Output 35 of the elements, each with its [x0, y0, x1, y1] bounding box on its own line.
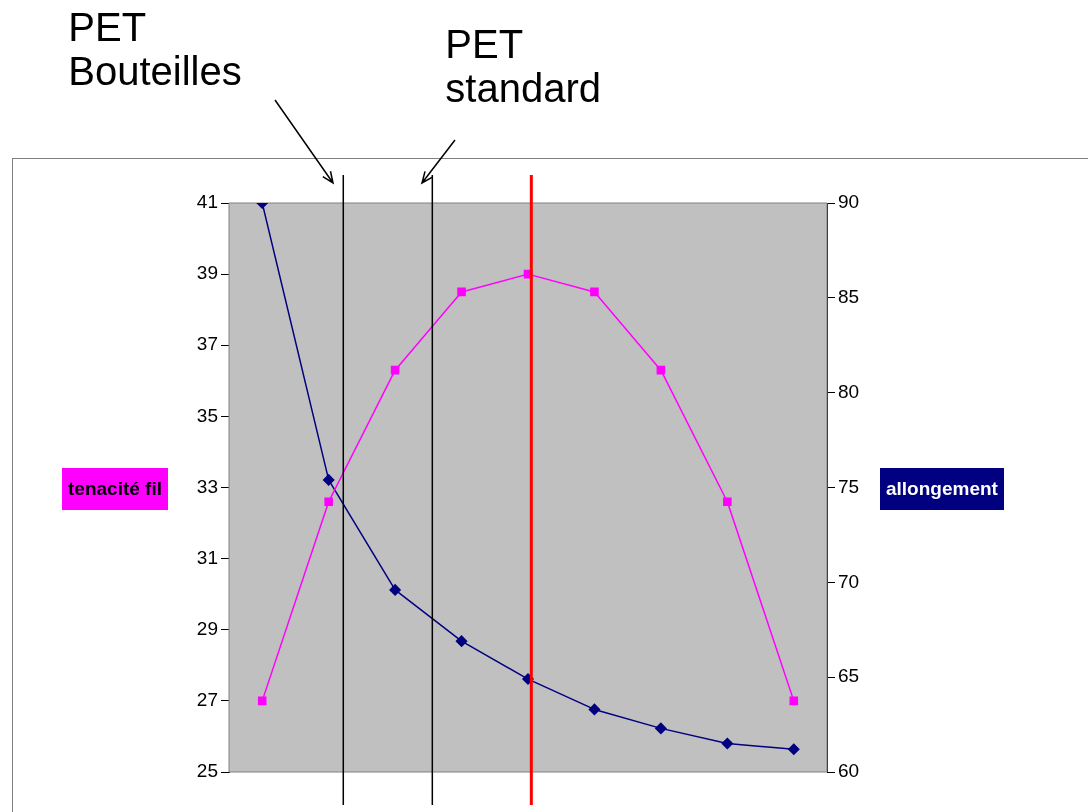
y-tick-label: 37: [196, 333, 218, 355]
y2-tick-label: 85: [838, 286, 860, 308]
y-axis-title: tenacité fil: [62, 467, 168, 510]
point: [788, 743, 800, 755]
point: [656, 365, 666, 375]
text: PET Bouteilles: [68, 5, 243, 93]
y-tick-label: 33: [196, 475, 218, 497]
y2-axis-title: allongement: [880, 467, 1004, 510]
y2-tick-label: 90: [838, 191, 860, 213]
point: [590, 287, 599, 297]
point: [455, 635, 468, 647]
y2-tick-label: 70: [838, 570, 860, 592]
point: [322, 474, 335, 486]
y2-tick-label: 60: [838, 760, 860, 782]
text: PET standard: [445, 22, 602, 110]
y-tick-label: 29: [196, 617, 218, 639]
y2-tick-label: 65: [838, 665, 860, 687]
y2-tick-label: 75: [838, 475, 860, 497]
point: [723, 497, 732, 507]
y-tick-label: 35: [196, 404, 218, 426]
y-tick-label: 39: [196, 262, 218, 284]
point: [721, 737, 734, 750]
y-tick-label: 27: [196, 689, 218, 711]
point: [390, 365, 400, 375]
point: [457, 287, 466, 297]
y-tick-label: 41: [196, 191, 218, 213]
y-tick-label: 31: [196, 546, 218, 568]
point: [389, 584, 401, 596]
point: [324, 497, 333, 507]
point: [257, 696, 267, 706]
y2-tick-label: 80: [838, 380, 860, 402]
point: [655, 722, 667, 735]
point: [789, 696, 799, 706]
y-tick-label: 25: [196, 760, 218, 782]
point: [588, 703, 601, 716]
